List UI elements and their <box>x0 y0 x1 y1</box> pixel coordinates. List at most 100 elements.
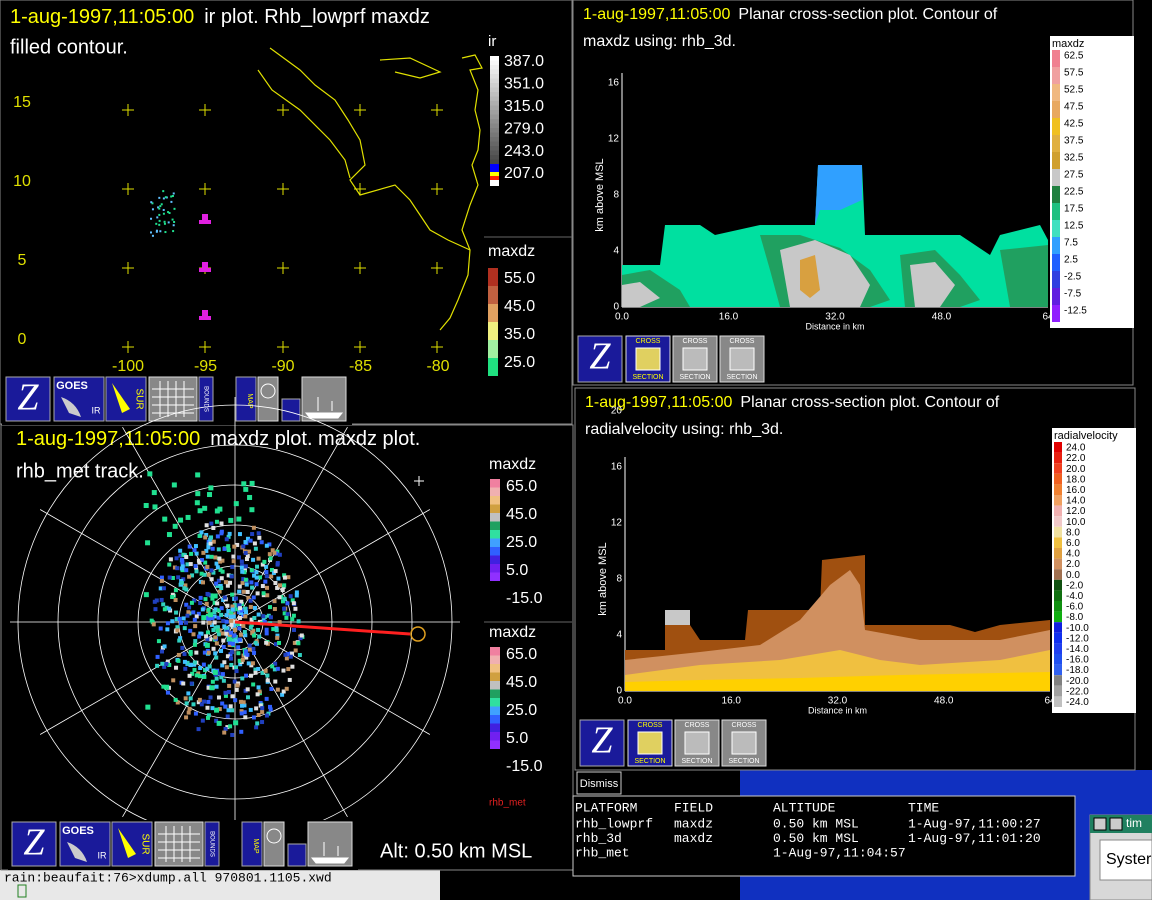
echo <box>204 601 209 606</box>
echo <box>273 642 278 647</box>
echo <box>219 529 224 534</box>
grid-cross <box>122 341 134 353</box>
echo <box>158 213 161 216</box>
echo <box>240 676 245 681</box>
echo <box>184 587 189 592</box>
echo <box>217 589 222 594</box>
echo <box>208 637 213 642</box>
colorbar <box>490 664 500 673</box>
colorbar <box>490 101 499 106</box>
timestamp: 1-aug-1997,11:05:00 <box>16 428 200 450</box>
echo <box>243 649 248 654</box>
dismiss-button[interactable] <box>576 771 622 795</box>
echo <box>225 583 230 588</box>
echo <box>228 580 233 585</box>
echo <box>243 633 248 638</box>
z-icon: Z <box>591 720 613 762</box>
echo <box>234 596 239 601</box>
echo <box>184 568 189 573</box>
echo <box>210 546 215 551</box>
legend-label: 243.0 <box>504 143 544 160</box>
echo <box>238 699 243 704</box>
echo <box>230 564 235 569</box>
echo <box>226 708 231 713</box>
echo <box>224 665 229 670</box>
echo <box>215 628 220 633</box>
echo <box>228 652 233 657</box>
echo <box>201 550 206 555</box>
echo <box>257 689 262 694</box>
echo <box>264 564 269 569</box>
echo <box>224 619 229 624</box>
echo <box>218 559 223 564</box>
echo <box>243 688 248 693</box>
echo <box>234 669 239 674</box>
echo <box>256 627 261 632</box>
echo <box>294 590 299 595</box>
echo <box>159 230 162 233</box>
echo <box>186 691 191 696</box>
table-cell: rhb_3d <box>575 831 622 846</box>
x-tick-label: 32.0 <box>825 312 845 323</box>
map-button <box>235 376 257 422</box>
echo <box>188 628 193 633</box>
echo <box>202 650 207 655</box>
echo <box>238 606 243 611</box>
echo <box>262 559 267 564</box>
legend-title: maxdz <box>489 456 536 473</box>
legend-label: 387.0 <box>504 53 544 70</box>
echo <box>265 678 270 683</box>
echo <box>229 662 234 667</box>
echo <box>232 544 237 549</box>
echo <box>242 710 247 715</box>
echo <box>225 654 230 659</box>
echo <box>222 660 227 665</box>
table-header: ALTITUDE <box>773 800 836 815</box>
echo <box>221 618 226 623</box>
colorbar <box>490 56 499 61</box>
z-icon: Z <box>23 822 45 864</box>
echo <box>143 503 149 509</box>
echo <box>233 607 238 612</box>
section-label: SECTION <box>679 374 710 381</box>
echo <box>184 555 189 560</box>
legend-label: 12.5 <box>1064 221 1084 232</box>
colorbar <box>490 60 499 65</box>
contour-fill <box>800 255 820 298</box>
echo <box>277 620 282 625</box>
echo <box>171 678 176 683</box>
echo <box>197 560 202 565</box>
echo <box>236 555 241 560</box>
echo <box>214 641 219 646</box>
echo <box>237 603 242 608</box>
echo <box>256 666 261 671</box>
echo <box>243 577 248 582</box>
echo <box>275 687 280 692</box>
echo <box>212 614 217 619</box>
echo <box>167 606 172 611</box>
legend-label: 62.5 <box>1064 51 1084 62</box>
echo <box>187 673 192 678</box>
echo <box>158 196 161 199</box>
contour-fill <box>815 165 862 225</box>
echo <box>182 586 187 591</box>
echo <box>248 538 253 543</box>
echo <box>216 578 221 583</box>
section-label: CROSS <box>636 338 661 345</box>
echo <box>165 621 170 626</box>
colorbar <box>1052 152 1060 169</box>
legend-label: 52.5 <box>1064 85 1084 96</box>
echo <box>290 598 295 603</box>
ir-label: IR <box>92 405 102 415</box>
colorbar <box>1054 537 1062 548</box>
goes-label: GOES <box>62 825 94 837</box>
label: filled contour. <box>10 36 128 58</box>
echo <box>282 606 287 611</box>
legend-label: 37.5 <box>1064 136 1084 147</box>
colorbar <box>490 647 500 656</box>
echo <box>249 568 254 573</box>
ship-track <box>234 620 411 636</box>
echo <box>275 585 280 590</box>
echo <box>165 627 170 632</box>
echo <box>186 610 191 615</box>
